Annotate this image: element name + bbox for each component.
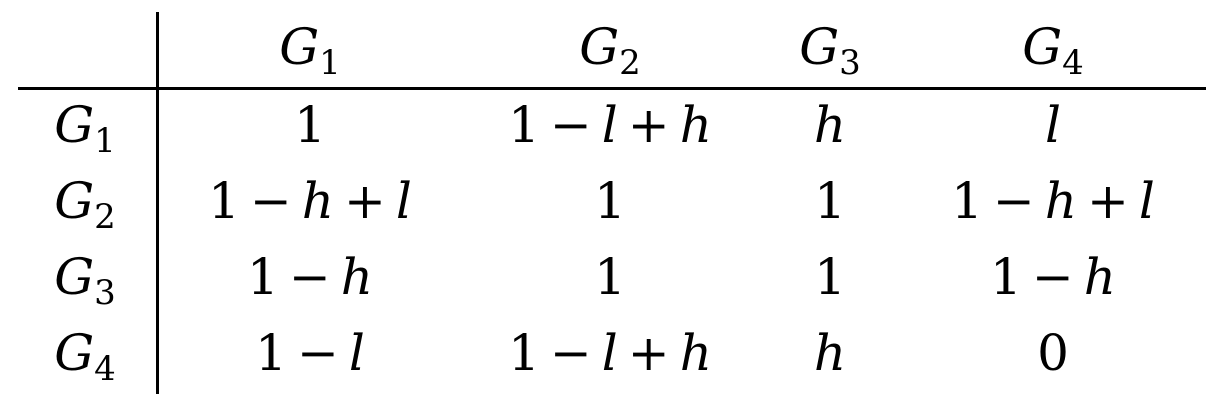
- vertical-rule: [156, 12, 159, 394]
- table-cell: h: [813, 324, 847, 382]
- header-rule: [18, 87, 1206, 90]
- table-cell: 1− h: [990, 248, 1116, 306]
- row-label-g3: G3: [54, 248, 116, 313]
- table-cell: 1− h + l: [951, 172, 1155, 230]
- table-cell: h: [813, 96, 847, 154]
- table-cell: l: [1045, 96, 1061, 154]
- header-cell-g2: G2: [579, 18, 641, 83]
- table-cell: 0: [1037, 324, 1069, 382]
- header-corner-cell: [20, 12, 150, 82]
- row-label-g2: G2: [54, 172, 116, 237]
- row-label-g4: G4: [54, 324, 116, 389]
- table-cell: 1− l + h: [508, 96, 712, 154]
- table-cell: 1− h: [247, 248, 373, 306]
- table-cell: 1: [814, 248, 846, 306]
- row-label-g1: G1: [54, 96, 116, 161]
- table-cell: 1− l + h: [508, 324, 712, 382]
- table-cell: 1: [294, 96, 326, 154]
- table-cell: 1− l: [255, 324, 365, 382]
- table-cell: 1− h + l: [208, 172, 412, 230]
- table-cell: 1: [814, 172, 846, 230]
- table-cell: 1: [594, 248, 626, 306]
- table-cell: 1: [594, 172, 626, 230]
- header-cell-g3: G3: [799, 18, 861, 83]
- header-cell-g1: G1: [279, 18, 341, 83]
- header-cell-g4: G4: [1022, 18, 1084, 83]
